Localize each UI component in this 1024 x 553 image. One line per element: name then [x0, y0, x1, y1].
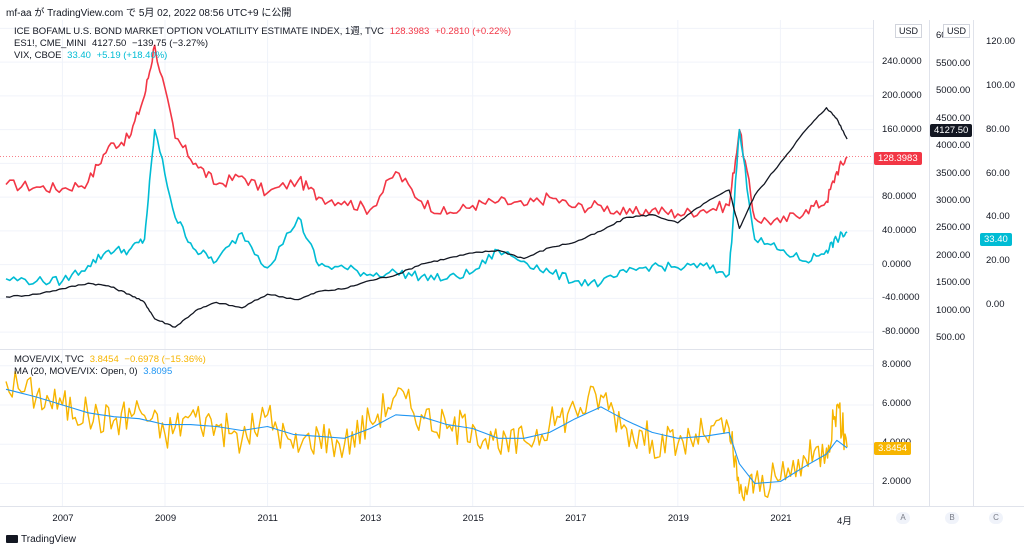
axis-tick-label: 0.00 — [986, 299, 1005, 311]
series-line-ma[interactable] — [5, 388, 848, 484]
main-chart-svg[interactable] — [0, 20, 873, 349]
time-tick-label: 2011 — [257, 513, 278, 524]
axis-tick-label: -80.0000 — [882, 326, 920, 338]
axis-tick-label: 3500.00 — [936, 167, 971, 179]
legend-row-move[interactable]: ICE BOFAML U.S. BOND MARKET OPTION VOLAT… — [14, 26, 514, 38]
legend-ratio-name: MOVE/VIX, TVC — [14, 354, 85, 365]
ratio-price-tag: 3.8454 — [874, 442, 912, 455]
axis-tick-label: 0.0000 — [882, 258, 912, 270]
legend-row-ma[interactable]: MA (20, MOVE/VIX: Open, 0) 3.8095 — [14, 366, 209, 378]
ratio-legend: MOVE/VIX, TVC 3.8454 −0.6978 (−15.36%) M… — [14, 354, 209, 378]
axis-tick-label: 5000.00 — [936, 85, 971, 97]
footer-brand-text: TradingView — [21, 534, 77, 545]
axis-tick-label: 60.00 — [986, 167, 1010, 179]
time-tick-label: 2015 — [462, 513, 484, 524]
series-line-vix[interactable] — [5, 128, 848, 288]
axis-tick-label: 2.0000 — [882, 476, 912, 488]
legend-row-es[interactable]: ES1!, CME_MINI 4127.50 −139.75 (−3.27%) — [14, 38, 514, 50]
currency-label-a[interactable]: USD — [895, 24, 923, 38]
time-tick-label: 2009 — [154, 513, 177, 524]
time-tick-label: 4月 — [837, 516, 852, 527]
time-tick-label: 2007 — [52, 513, 74, 524]
time-axis[interactable]: A B C 2007 2009 2011 2013 2015 2017 2019 2021 4月 — [0, 506, 1024, 527]
legend-es-name: ES1!, CME_MINI — [14, 38, 87, 49]
price-axis-move[interactable]: 240.0000200.0000160.0000120.000080.00004… — [873, 20, 930, 506]
currency-label-b[interactable]: USD — [943, 24, 971, 38]
axis-tick-label: 2000.00 — [936, 249, 971, 261]
axis-button-c[interactable]: C — [989, 512, 1003, 524]
axis-tick-label: 2500.00 — [936, 222, 971, 234]
axis-tick-label: 6.0000 — [882, 397, 912, 409]
legend-move-change: +0.2810 (+0.22%) — [434, 26, 512, 37]
axis-tick-label: 80.0000 — [882, 191, 917, 203]
time-tick-label: 2021 — [770, 513, 792, 524]
ratio-chart-panel[interactable]: MOVE/VIX, TVC 3.8454 −0.6978 (−15.36%) M… — [0, 349, 873, 507]
axis-button-a[interactable]: A — [896, 512, 910, 524]
legend-ratio-value: 3.8454 — [89, 354, 119, 365]
tradingview-logo-icon — [6, 535, 18, 544]
main-legend: ICE BOFAML U.S. BOND MARKET OPTION VOLAT… — [14, 26, 514, 62]
axis-tick-label: 1500.00 — [936, 277, 971, 289]
axis-tick-label: 120.00 — [986, 35, 1016, 47]
axis-tick-label: 240.0000 — [882, 56, 922, 68]
legend-es-value: 4127.50 — [91, 38, 127, 49]
axis-tick-label: 40.0000 — [882, 224, 917, 236]
axis-tick-label: 3000.00 — [936, 194, 971, 206]
price-axis-vix[interactable]: 120.00 100.00 80.00 60.00 40.00 20.00 0.00 — [973, 20, 1024, 506]
axis-tick-label: 20.00 — [986, 255, 1010, 267]
footer-brand[interactable]: TradingView — [6, 534, 76, 545]
axis-tick-label: 8.0000 — [882, 358, 912, 370]
ratio-chart-svg[interactable] — [0, 350, 873, 507]
axis-tick-label: 160.0000 — [882, 123, 922, 135]
move-price-tag: 128.3983 — [874, 152, 922, 165]
series-line-move[interactable] — [5, 44, 848, 226]
legend-vix-name: VIX, CBOE — [14, 50, 62, 61]
published-caption: mf-aa が TradingView.com で 5月 02, 2022 08… — [6, 8, 292, 19]
axis-tick-label: 1000.00 — [936, 304, 971, 316]
legend-move-value: 128.3983 — [389, 26, 430, 37]
axis-tick-label: 40.00 — [986, 211, 1010, 223]
legend-es-change: −139.75 (−3.27%) — [131, 38, 209, 49]
legend-ma-value: 3.8095 — [143, 366, 173, 377]
time-tick-label: 2017 — [565, 513, 587, 524]
axis-tick-label: 80.00 — [986, 123, 1010, 135]
legend-move-name: ICE BOFAML U.S. BOND MARKET OPTION VOLAT… — [14, 26, 385, 37]
series-line-ratio[interactable] — [5, 370, 848, 502]
legend-ma-name: MA (20, MOVE/VIX: Open, 0) — [14, 366, 138, 377]
axis-tick-label: 200.0000 — [882, 89, 922, 101]
legend-row-vix[interactable]: VIX, CBOE 33.40 +5.19 (+18.40%) — [14, 50, 514, 62]
time-tick-label: 2019 — [667, 513, 689, 524]
legend-vix-change: +5.19 (+18.40%) — [96, 50, 168, 61]
legend-row-ratio[interactable]: MOVE/VIX, TVC 3.8454 −0.6978 (−15.36%) — [14, 354, 209, 366]
axis-tick-label: -40.0000 — [882, 292, 920, 304]
axis-tick-label: 5500.00 — [936, 57, 971, 69]
time-tick-label: 2013 — [360, 513, 382, 524]
vix-price-tag: 33.40 — [980, 233, 1012, 246]
axis-button-b[interactable]: B — [945, 512, 959, 524]
axis-tick-label: 100.00 — [986, 79, 1016, 91]
price-axis-es[interactable]: 6000.005500.005000.004500.004000.003500.… — [929, 20, 974, 506]
es-price-tag: 4127.50 — [930, 124, 973, 137]
legend-ratio-change: −0.6978 (−15.36%) — [124, 354, 206, 365]
axis-tick-label: 500.00 — [936, 332, 966, 344]
axis-tick-label: 4500.00 — [936, 112, 971, 124]
main-chart-panel[interactable]: ICE BOFAML U.S. BOND MARKET OPTION VOLAT… — [0, 20, 873, 349]
axis-tick-label: 4000.00 — [936, 140, 971, 152]
legend-vix-value: 33.40 — [67, 50, 91, 61]
series-line-es[interactable] — [5, 107, 848, 328]
